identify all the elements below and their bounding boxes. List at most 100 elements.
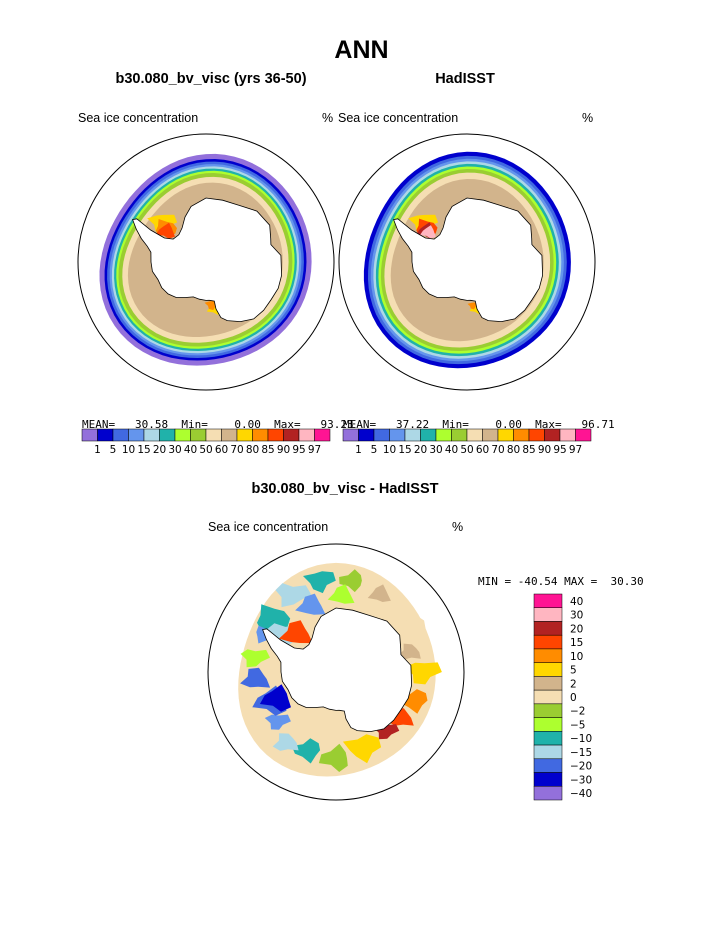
colorbar-swatch: [358, 428, 375, 442]
colorbar-swatch: [389, 428, 406, 442]
colorbar-swatch: [533, 689, 563, 705]
diff-patch: [367, 584, 391, 602]
colorbar-swatch: [575, 428, 592, 442]
panel-3-variable-label: Sea ice concentration: [208, 520, 329, 534]
colorbar-tick-label: 40: [184, 444, 197, 456]
diff-patch: [295, 593, 326, 615]
colorbar-swatch: [513, 428, 530, 442]
colorbar-swatch: [236, 428, 253, 442]
colorbar-tick-label: 80: [246, 444, 259, 456]
antarctica-coastline: [393, 197, 544, 323]
colorbar-swatch: [533, 731, 563, 746]
colorbar-swatch: [533, 744, 563, 760]
panel-2-map: [339, 134, 595, 390]
panel-3-max-value: 30.30: [610, 575, 644, 588]
colorbar-tick-label: 90: [277, 444, 290, 456]
panel-3-min-label: MIN =: [478, 575, 512, 588]
colorbar-swatch: [451, 428, 468, 442]
colorbar-tick-label: 80: [507, 444, 520, 456]
diff-patch: [303, 571, 336, 594]
colorbar-swatch: [221, 428, 238, 442]
colorbar-tick-label: 15: [137, 444, 150, 456]
diff-patch: [240, 649, 270, 668]
colorbar-swatch: [435, 428, 452, 442]
colorbar-tick-label: −15: [570, 747, 592, 759]
colorbar-swatch: [482, 428, 499, 442]
colorbar-tick-label: −5: [570, 719, 585, 731]
panel-1-max-label: Max=: [274, 418, 301, 431]
panel-2-mean-value: 37.22: [396, 418, 430, 431]
diff-patch: [279, 620, 313, 644]
panel-2-max-label: Max=: [535, 418, 562, 431]
colorbar-swatch: [533, 772, 563, 787]
colorbar-swatch: [533, 758, 563, 773]
diff-patch: [275, 583, 312, 608]
panel-3-min-value: -40.54: [517, 575, 558, 588]
colorbar-swatch: [298, 428, 315, 442]
diff-patch: [272, 733, 299, 751]
colorbar-tick-label: 40: [445, 444, 458, 456]
colorbar-tick-label: 70: [491, 444, 504, 456]
colorbar-swatch: [342, 428, 359, 442]
colorbar-tick-label: 15: [398, 444, 411, 456]
panel-2-colorbar: 1 5 10 15 20 30 40 50 60 70 80 85 90 95 97: [342, 428, 592, 456]
panel-1-variable-label: Sea ice concentration: [78, 111, 199, 125]
panel-1-mean-label: MEAN=: [82, 418, 116, 431]
panel-2-variable-label: Sea ice concentration: [338, 111, 459, 125]
diff-patch: [391, 614, 426, 645]
colorbar-tick-label: 40: [570, 596, 583, 608]
colorbar-swatch: [252, 428, 269, 442]
colorbar-tick-label: 20: [153, 444, 166, 456]
panel-2-stats: MEAN= 37.22 Min= 0.00 Max= 96.71: [343, 405, 615, 431]
colorbar-tick-label: 30: [570, 610, 583, 622]
panel-1-map: [78, 134, 334, 390]
colorbar-tick-label: 30: [429, 444, 442, 456]
panel-1-units-label: %: [322, 111, 334, 125]
colorbar-swatch: [559, 428, 576, 442]
colorbar-tick-label: 10: [570, 651, 583, 663]
colorbar-swatch: [420, 428, 437, 442]
colorbar-swatch: [373, 428, 390, 442]
colorbar-tick-label: 1: [94, 444, 101, 456]
panel-3-map: [208, 544, 464, 800]
colorbar-tick-label: 50: [460, 444, 473, 456]
colorbar-tick-label: 85: [261, 444, 274, 456]
colorbar-tick-label: 70: [230, 444, 243, 456]
colorbar-tick-label: −40: [570, 788, 592, 800]
ice-hotspot: [420, 225, 436, 239]
figure-title: ANN: [334, 36, 389, 64]
colorbar-tick-label: 10: [383, 444, 396, 456]
diff-patch: [327, 584, 355, 604]
panel-1-mean-value: 30.58: [135, 418, 169, 431]
colorbar-swatch: [533, 621, 563, 636]
colorbar-tick-label: 60: [215, 444, 228, 456]
colorbar-swatch: [528, 428, 545, 442]
colorbar-tick-label: 5: [371, 444, 378, 456]
colorbar-swatch: [205, 428, 222, 442]
colorbar-swatch: [159, 428, 176, 442]
colorbar-tick-label: −2: [570, 706, 585, 718]
colorbar-swatch: [128, 428, 145, 442]
diff-patch: [339, 569, 362, 593]
diff-patch: [387, 708, 414, 726]
colorbar-swatch: [267, 428, 284, 442]
colorbar-tick-label: 15: [570, 637, 583, 649]
panel-2-title: HadISST: [435, 71, 495, 87]
colorbar-tick-label: 90: [538, 444, 551, 456]
colorbar-swatch: [533, 676, 563, 691]
colorbar-swatch: [533, 593, 563, 608]
colorbar-swatch: [143, 428, 160, 442]
map-boundary-circle: [207, 543, 465, 801]
colorbar-swatch: [533, 634, 563, 650]
colorbar-swatch: [533, 717, 563, 732]
colorbar-swatch: [533, 607, 563, 622]
colorbar-swatch: [283, 428, 300, 442]
colorbar-swatch: [81, 428, 98, 442]
panel-2-mean-label: MEAN=: [343, 418, 377, 431]
panel-3-max-label: MAX =: [564, 575, 598, 588]
diff-patch: [398, 643, 421, 660]
colorbar-tick-label: 85: [522, 444, 535, 456]
colorbar-tick-label: 97: [308, 444, 321, 456]
map-overlays: [77, 133, 596, 801]
